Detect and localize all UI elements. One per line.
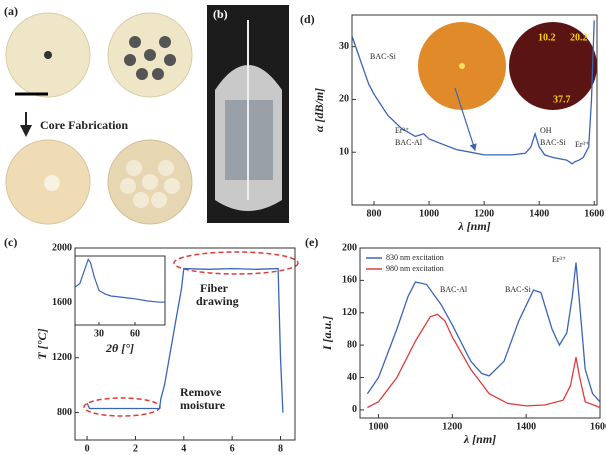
y-axis-label: T [°C]: [35, 328, 49, 359]
inset-x-tick-label: 60: [130, 328, 140, 339]
x-tick-label: 2: [133, 443, 138, 454]
figure: Core Fabrication (a) (b) 800100012001400…: [0, 0, 606, 455]
x-tick-label: 1400: [516, 421, 536, 432]
annotation: drawing: [196, 294, 239, 308]
inset-x-label: 2θ [°]: [105, 341, 134, 355]
y-tick-label: 800: [57, 407, 72, 418]
annotation: BAC-Si: [540, 138, 567, 147]
x-tick-label: 1200: [442, 421, 462, 432]
data-line: [367, 314, 600, 407]
y-tick-label: 120: [342, 307, 357, 318]
x-tick-label: 4: [181, 443, 186, 454]
panel-label: (c): [4, 235, 17, 249]
core: [44, 175, 60, 191]
annotation: Fiber: [200, 281, 229, 295]
annotation: BAC-Si: [370, 52, 397, 61]
annotation: 20.2: [570, 32, 588, 43]
highlight: [84, 398, 160, 416]
page: {"figure":{"a_label":"(a)","fabrication"…: [0, 0, 606, 455]
panel-label: (a): [4, 4, 18, 18]
annotation: Er³⁺: [575, 140, 589, 149]
y-tick-label: 20: [339, 94, 349, 105]
annotation: moisture: [180, 398, 226, 412]
panel-label: (b): [213, 7, 228, 21]
x-tick-label: 1600: [584, 208, 604, 219]
core-spot: [459, 63, 465, 69]
x-axis-label: λ [nm]: [457, 219, 490, 233]
annotation: BAC-Al: [440, 285, 468, 294]
y-tick-label: 80: [347, 339, 357, 350]
x-tick-label: 1400: [529, 208, 549, 219]
y-tick-label: 40: [347, 372, 357, 383]
y-tick-label: 30: [339, 41, 349, 52]
x-tick-label: 8: [278, 443, 283, 454]
x-axis-label: λ [nm]: [463, 432, 496, 446]
annotation: 10.2: [538, 32, 556, 43]
highlight: [174, 252, 298, 274]
y-tick-label: 160: [342, 275, 357, 286]
y-tick-label: 2000: [52, 242, 72, 253]
y-axis-label: α [dB/m]: [312, 88, 326, 132]
y-tick-label: 0: [352, 404, 357, 415]
x-tick-label: 1200: [474, 208, 494, 219]
x-tick-label: 1000: [368, 421, 388, 432]
panel-label: (e): [305, 235, 318, 249]
legend-label: 980 nm excitation: [386, 264, 444, 273]
annotation: 37.7: [553, 94, 571, 105]
y-tick-label: 1600: [52, 297, 72, 308]
annotation: BAC-Al: [395, 138, 423, 147]
y-axis-label: I [a.u.]: [320, 316, 334, 351]
data-line: [367, 263, 600, 402]
process-label: Core Fabrication: [40, 118, 128, 132]
y-tick-label: 200: [342, 242, 357, 253]
x-tick-label: 0: [85, 443, 90, 454]
annotation: BAC-Si: [505, 285, 532, 294]
inset-x-tick-label: 30: [94, 328, 104, 339]
x-tick-label: 6: [230, 443, 235, 454]
legend-label: 830 nm excitation: [386, 253, 444, 262]
y-tick-label: 10: [339, 147, 349, 158]
hole: [44, 51, 52, 59]
annotation: Er³⁺: [552, 255, 566, 264]
annotation: Remove: [180, 385, 222, 399]
x-tick-label: 800: [367, 208, 382, 219]
x-tick-label: 1000: [419, 208, 439, 219]
y-tick-label: 1200: [52, 352, 72, 363]
panel-label: (d): [300, 12, 315, 26]
annotation: Er³⁺: [395, 126, 409, 135]
x-tick-label: 1600: [590, 421, 606, 432]
annotation: OH: [540, 126, 552, 135]
inset-frame: [75, 256, 165, 325]
